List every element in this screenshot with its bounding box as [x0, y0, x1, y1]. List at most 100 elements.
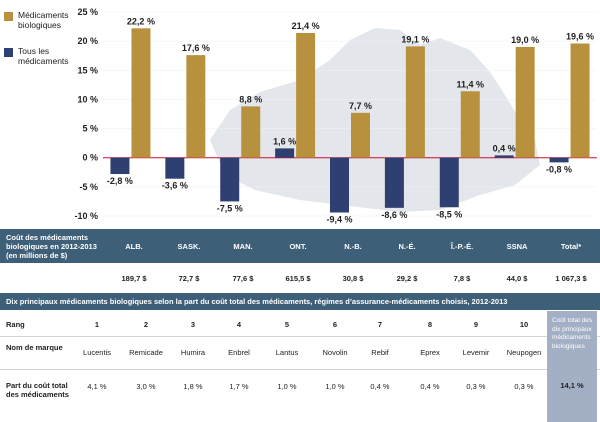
bar-all-drugs	[330, 157, 349, 213]
brand-10: Neupogen	[506, 348, 542, 357]
rank-1: 1	[94, 320, 100, 329]
bar-label-all-drugs: -8,5 %	[436, 209, 462, 219]
share-8: 0,4 %	[420, 382, 440, 391]
bar-label-all-drugs: -2,8 %	[107, 176, 133, 186]
cost-header-alb: ALB.	[125, 241, 143, 251]
legend-label-all: Tous les médicaments	[18, 46, 69, 66]
share-3: 1,8 %	[183, 382, 203, 391]
cost-table-header: Coût des médicaments biologiques en 2012…	[0, 229, 600, 263]
cost-value-alb: 189,7 $	[121, 273, 147, 283]
cost-header-nb: N.-B.	[344, 241, 362, 251]
row-divider	[0, 369, 600, 370]
brand-6: Novolin	[322, 348, 348, 357]
rank-2: 2	[143, 320, 149, 329]
brand-8: Eprex	[420, 348, 440, 357]
chart-data-labels: 22,2 % -2,8 % 17,6 % -3,6 % 8,8 % -7,5 % 21,4 …	[107, 16, 594, 224]
rank-5: 5	[284, 320, 290, 329]
bar-all-drugs	[220, 157, 240, 202]
share-4: 1,7 %	[229, 382, 249, 391]
bar-biologics	[515, 46, 535, 158]
cost-header-ne: N.-É.	[398, 241, 416, 251]
cost-header-sask: SASK.	[177, 241, 201, 251]
legend-swatch-all	[4, 48, 13, 57]
share-10: 0,3 %	[514, 382, 534, 391]
rank-3: 3	[190, 320, 196, 329]
cost-table-values: 189,7 $ 72,7 $ 77,6 $ 615,5 $ 30,8 $ 29,…	[0, 264, 600, 292]
bar-all-drugs	[110, 157, 130, 175]
bar-label-biologics: 11,4 %	[457, 79, 485, 89]
y-tick-label: -10 %	[74, 211, 98, 221]
cost-table-title: Coût des médicaments biologiques en 2012…	[6, 232, 97, 260]
brand-1: Lucentis	[83, 348, 111, 357]
cost-header-total: Total*	[560, 241, 582, 251]
y-tick-label: 10 %	[77, 94, 98, 104]
bar-label-biologics: 19,1 %	[401, 34, 429, 44]
brand-table-title: Dix principaux médicaments biologiques s…	[6, 297, 508, 306]
legend-swatch-bio	[4, 12, 13, 21]
brand-table-header: Dix principaux médicaments biologiques s…	[0, 293, 600, 310]
bar-all-drugs	[494, 155, 514, 158]
top10-total-value: 14,1 %	[560, 381, 584, 390]
cost-value-nb: 30,8 $	[342, 273, 364, 283]
cost-header-man: MAN.	[233, 241, 253, 251]
cost-header-ssna: SSNA	[506, 241, 528, 251]
y-tick-label: -5 %	[79, 182, 98, 192]
bar-label-biologics: 21,4 %	[292, 21, 320, 31]
top10-total-label: Coût total des dix principaux médicament…	[552, 317, 593, 350]
bar-label-all-drugs: -8,6 %	[381, 210, 407, 220]
bar-label-all-drugs: -7,5 %	[217, 203, 243, 213]
bar-label-all-drugs: 1,6 %	[273, 136, 296, 146]
cost-value-ssna: 44,0 $	[506, 273, 528, 283]
bar-biologics	[296, 32, 316, 158]
legend-label-bio: Médicaments biologiques	[18, 10, 69, 30]
top10-total-box: Coût total des dix principaux médicament…	[547, 311, 597, 422]
rank-7: 7	[377, 320, 383, 329]
cost-value-sask: 72,7 $	[178, 273, 200, 283]
y-axis: 25 % 20 % 15 % 10 % 5 % 0 % -5 % -10 %	[74, 7, 98, 221]
rank-8: 8	[427, 320, 433, 329]
bar-biologics	[460, 91, 480, 158]
bar-label-all-drugs: -3,6 %	[162, 181, 188, 191]
chart-bars	[110, 28, 590, 213]
rank-6: 6	[332, 320, 338, 329]
brand-4: Enbrel	[228, 348, 250, 357]
bar-biologics	[241, 106, 261, 158]
share-row-label: Part du coût total des médicaments	[6, 381, 69, 399]
bar-all-drugs	[384, 157, 404, 208]
bar-label-all-drugs: 0,4 %	[493, 143, 516, 153]
bar-label-biologics: 22,2 %	[127, 16, 155, 26]
bar-label-all-drugs: -9,4 %	[326, 215, 352, 225]
bar-all-drugs	[165, 157, 185, 179]
bar-biologics	[351, 112, 370, 158]
rank-9: 9	[473, 320, 479, 329]
cost-header-ont: ONT.	[289, 241, 307, 251]
bar-label-biologics: 17,6 %	[182, 43, 210, 53]
y-tick-label: 15 %	[77, 65, 98, 75]
bar-all-drugs	[549, 157, 569, 163]
brand-table: Rang Nom de marque Part du coût total de…	[0, 311, 600, 422]
cost-value-man: 77,6 $	[232, 273, 254, 283]
row-divider	[0, 336, 600, 337]
bar-all-drugs	[439, 157, 459, 208]
cost-value-ipe: 7,8 $	[453, 273, 471, 283]
y-tick-label: 25 %	[77, 7, 98, 17]
cost-value-ne: 29,2 $	[396, 273, 418, 283]
bar-label-biologics: 19,0 %	[511, 35, 539, 45]
brand-5: Lantus	[275, 348, 299, 357]
brand-row-label: Nom de marque	[6, 343, 63, 352]
cost-value-ont: 615,5 $	[285, 273, 311, 283]
bar-all-drugs	[275, 148, 295, 158]
share-1: 4,1 %	[87, 382, 107, 391]
bar-biologics	[405, 46, 425, 158]
brand-7: Rebif	[371, 348, 389, 357]
bar-label-biologics: 7,7 %	[349, 101, 372, 111]
brand-9: Levemir	[462, 348, 490, 357]
chart-grid	[103, 11, 597, 217]
share-7: 0,4 %	[370, 382, 390, 391]
share-2: 3,0 %	[136, 382, 156, 391]
brand-2: Remicade	[129, 348, 163, 357]
bar-chart: 25 % 20 % 15 % 10 % 5 % 0 % -5 % -10 % 22,2 % -2…	[74, 7, 597, 225]
rank-4: 4	[236, 320, 242, 329]
share-6: 1,0 %	[325, 382, 345, 391]
rank-row-label: Rang	[6, 320, 25, 329]
